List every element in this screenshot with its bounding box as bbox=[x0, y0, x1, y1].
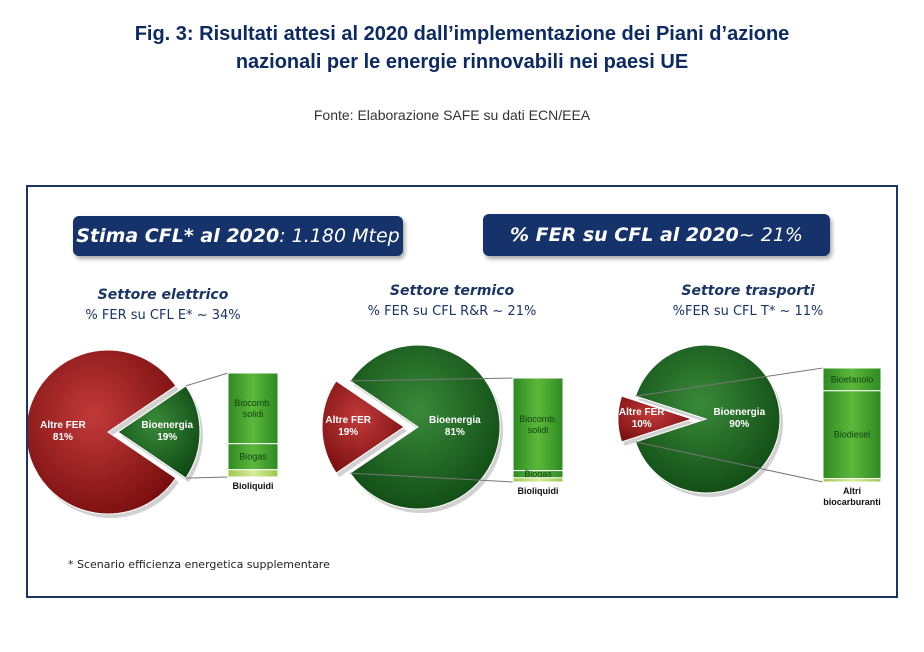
fer-cfl-label: % FER su CFL al 2020 bbox=[510, 224, 739, 246]
stima-cfl-value: : 1.180 Mtep bbox=[279, 225, 400, 247]
bar-label: Biodiesel bbox=[834, 430, 871, 440]
bar-label: Bioliquidi bbox=[518, 486, 559, 496]
infographic-panel: Stima CFL* al 2020 : 1.180 Mtep % FER su… bbox=[26, 185, 898, 598]
slice-value-bioenergia: 90% bbox=[729, 419, 749, 430]
bar-segment-biocomb-solidi bbox=[227, 372, 279, 445]
slice-value-altre-fer: 81% bbox=[53, 432, 73, 443]
figure-title: Fig. 3: Risultati attesi al 2020 dall’im… bbox=[0, 20, 924, 76]
slice-value-altre-fer: 19% bbox=[338, 427, 358, 438]
pie-slice-altre-fer bbox=[321, 380, 405, 474]
bar-segment-biocomb-solidi bbox=[512, 377, 564, 472]
slice-value-altre-fer: 10% bbox=[632, 419, 652, 430]
sector-title-elettrico: Settore elettrico bbox=[97, 287, 229, 303]
pie-charts-svg: Altre FER81%Bioenergia19%Biocomb.solidiB… bbox=[28, 344, 882, 518]
pie-slice-bioenergia bbox=[117, 385, 201, 479]
bar-segment-biogas bbox=[227, 443, 279, 471]
bar-label: Altri bbox=[843, 486, 861, 496]
bar-label: Biocomb. bbox=[234, 398, 272, 408]
pie-slice-bioenergia bbox=[349, 344, 501, 510]
connector-line bbox=[635, 367, 824, 397]
bar-label: Bioetanolo bbox=[831, 374, 874, 384]
sector-subtitle-trasporti: %FER su CFL T* ~ 11% bbox=[672, 304, 824, 319]
bar-label: Bioliquidi bbox=[233, 481, 274, 491]
bar-segment-bioliquidi bbox=[227, 469, 279, 478]
bar-label: solidi bbox=[243, 409, 264, 419]
footnote: * Scenario efficienza energetica supplem… bbox=[68, 558, 330, 571]
connector-line bbox=[635, 441, 824, 483]
figure-title-line2: nazionali per le energie rinnovabili nei… bbox=[235, 51, 689, 73]
bar-segment-biodiesel bbox=[822, 390, 882, 480]
slice-label-bioenergia: Bioenergia bbox=[141, 420, 193, 431]
bar-label: solidi bbox=[528, 425, 549, 435]
figure-title-line1: Fig. 3: Risultati attesi al 2020 dall’im… bbox=[134, 23, 790, 45]
slice-value-bioenergia: 81% bbox=[445, 427, 465, 438]
stima-cfl-label: Stima CFL* al 2020 bbox=[76, 225, 280, 247]
slice-value-bioenergia: 19% bbox=[157, 432, 177, 443]
bar-label: biocarburanti bbox=[823, 497, 881, 507]
bar-segment-bioliquidi bbox=[512, 477, 564, 483]
slice-label-bioenergia: Bioenergia bbox=[713, 407, 765, 418]
sector-subtitle-termico: % FER su CFL R&R ~ 21% bbox=[367, 304, 537, 319]
pie-slice-altre-fer bbox=[617, 395, 694, 443]
connector-line bbox=[185, 372, 229, 387]
slice-label-altre-fer: Altre FER bbox=[40, 420, 86, 431]
connector-line bbox=[350, 472, 514, 483]
slice-label-altre-fer: Altre FER bbox=[325, 415, 371, 426]
fer-cfl-value: ~ 21% bbox=[738, 224, 803, 246]
bar-label: Biocomb. bbox=[519, 414, 557, 424]
pie-slice-bioenergia bbox=[634, 344, 781, 494]
bar-label: Biogas bbox=[524, 469, 552, 479]
connector-line bbox=[350, 377, 514, 382]
sector-title-trasporti: Settore trasporti bbox=[681, 283, 815, 299]
figure-source: Fonte: Elaborazione SAFE su dati ECN/EEA bbox=[313, 107, 591, 123]
bar-label: Biogas bbox=[239, 452, 267, 462]
sector-title-termico: Settore termico bbox=[389, 283, 515, 299]
slice-label-bioenergia: Bioenergia bbox=[429, 415, 481, 426]
fer-cfl-box: % FER su CFL al 2020 ~ 21% bbox=[483, 214, 830, 256]
slice-label-altre-fer: Altre FER bbox=[619, 407, 665, 418]
bar-segment-altri-biocarburanti bbox=[822, 478, 882, 483]
sector-subtitle-elettrico: % FER su CFL E* ~ 34% bbox=[85, 308, 241, 323]
stima-cfl-box: Stima CFL* al 2020 : 1.180 Mtep bbox=[73, 216, 403, 256]
pie-slice-altre-fer bbox=[28, 349, 177, 515]
connector-line bbox=[185, 476, 229, 479]
